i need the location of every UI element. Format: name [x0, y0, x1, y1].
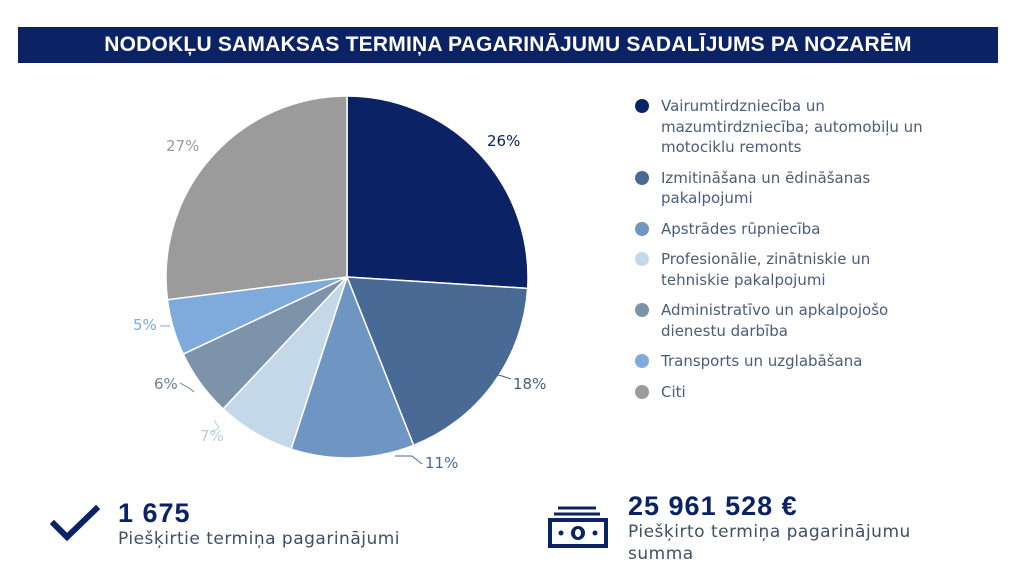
legend-item: Administratīvo un apkalpojošo dienestu d… [635, 300, 935, 341]
banknote-icon [548, 506, 608, 548]
legend-label: Citi [661, 382, 686, 401]
legend-item: Izmitināšana un ēdināšanas pakalpojumi [635, 168, 935, 209]
legend-label: Transports un uzglabāšana [661, 352, 863, 370]
pie-slice [165, 95, 348, 301]
legend-swatch [635, 384, 649, 399]
title-banner: NODOKĻU SAMAKSAS TERMIŅA PAGARINĀJUMU SA… [18, 27, 998, 63]
granted-sum-caption: Piešķirto termiņa pagarinājumu summa [628, 522, 911, 564]
data-label: 6% [154, 375, 178, 393]
data-label: 11% [425, 454, 458, 472]
data-label: 7% [200, 427, 224, 445]
granted-count: 1 675 [118, 498, 191, 528]
data-label: 27% [166, 137, 199, 155]
pie-slice [290, 274, 415, 459]
granted-sum-block: 25 961 528 € Piešķirto termiņa pagarināj… [628, 491, 958, 565]
legend-swatch [635, 303, 649, 317]
granted-count-caption: Piešķirtie termiņa pagarinājumi [118, 529, 401, 549]
legend-swatch [635, 252, 649, 266]
pie-slice [346, 95, 529, 290]
data-label: 26% [487, 132, 520, 150]
leader-line [395, 455, 423, 465]
legend-swatch [635, 170, 649, 185]
legend-item: Transports un uzglabāšana [635, 351, 935, 372]
legend-label: Izmitināšana un ēdināšanas pakalpojumi [661, 168, 871, 208]
legend-swatch [635, 354, 649, 368]
legend-label: Apstrādes rūpniecība [661, 219, 821, 238]
leader-line [211, 419, 220, 433]
leader-line [493, 373, 512, 380]
chart-title: NODOKĻU SAMAKSAS TERMIŅA PAGARINĀJUMU SA… [104, 33, 912, 56]
checkmark-icon [50, 504, 100, 542]
pie-slice [345, 276, 529, 447]
legend-label: Administratīvo un apkalpojošo dienestu d… [661, 301, 889, 340]
data-label: 5% [133, 316, 157, 334]
data-label: 18% [513, 375, 546, 393]
legend-swatch [635, 221, 649, 236]
legend-label: Vairumtirdzniecība un mazumtirdzniecība;… [661, 97, 923, 156]
chart-legend: Vairumtirdzniecība un mazumtirdzniecība;… [635, 96, 935, 412]
legend-label: Profesionālie, zinātniskie un tehniskie … [661, 250, 871, 289]
granted-count-block: 1 675 Piešķirtie termiņa pagarinājumi [118, 498, 400, 550]
granted-sum: 25 961 528 € [628, 491, 798, 521]
legend-item: Vairumtirdzniecība un mazumtirdzniecība;… [635, 96, 935, 158]
legend-swatch [635, 99, 649, 113]
leader-line [179, 382, 195, 393]
legend-item: Apstrādes rūpniecība [635, 219, 935, 240]
legend-item: Citi [635, 382, 935, 403]
legend-item: Profesionālie, zinātniskie un tehniskie … [635, 249, 935, 290]
